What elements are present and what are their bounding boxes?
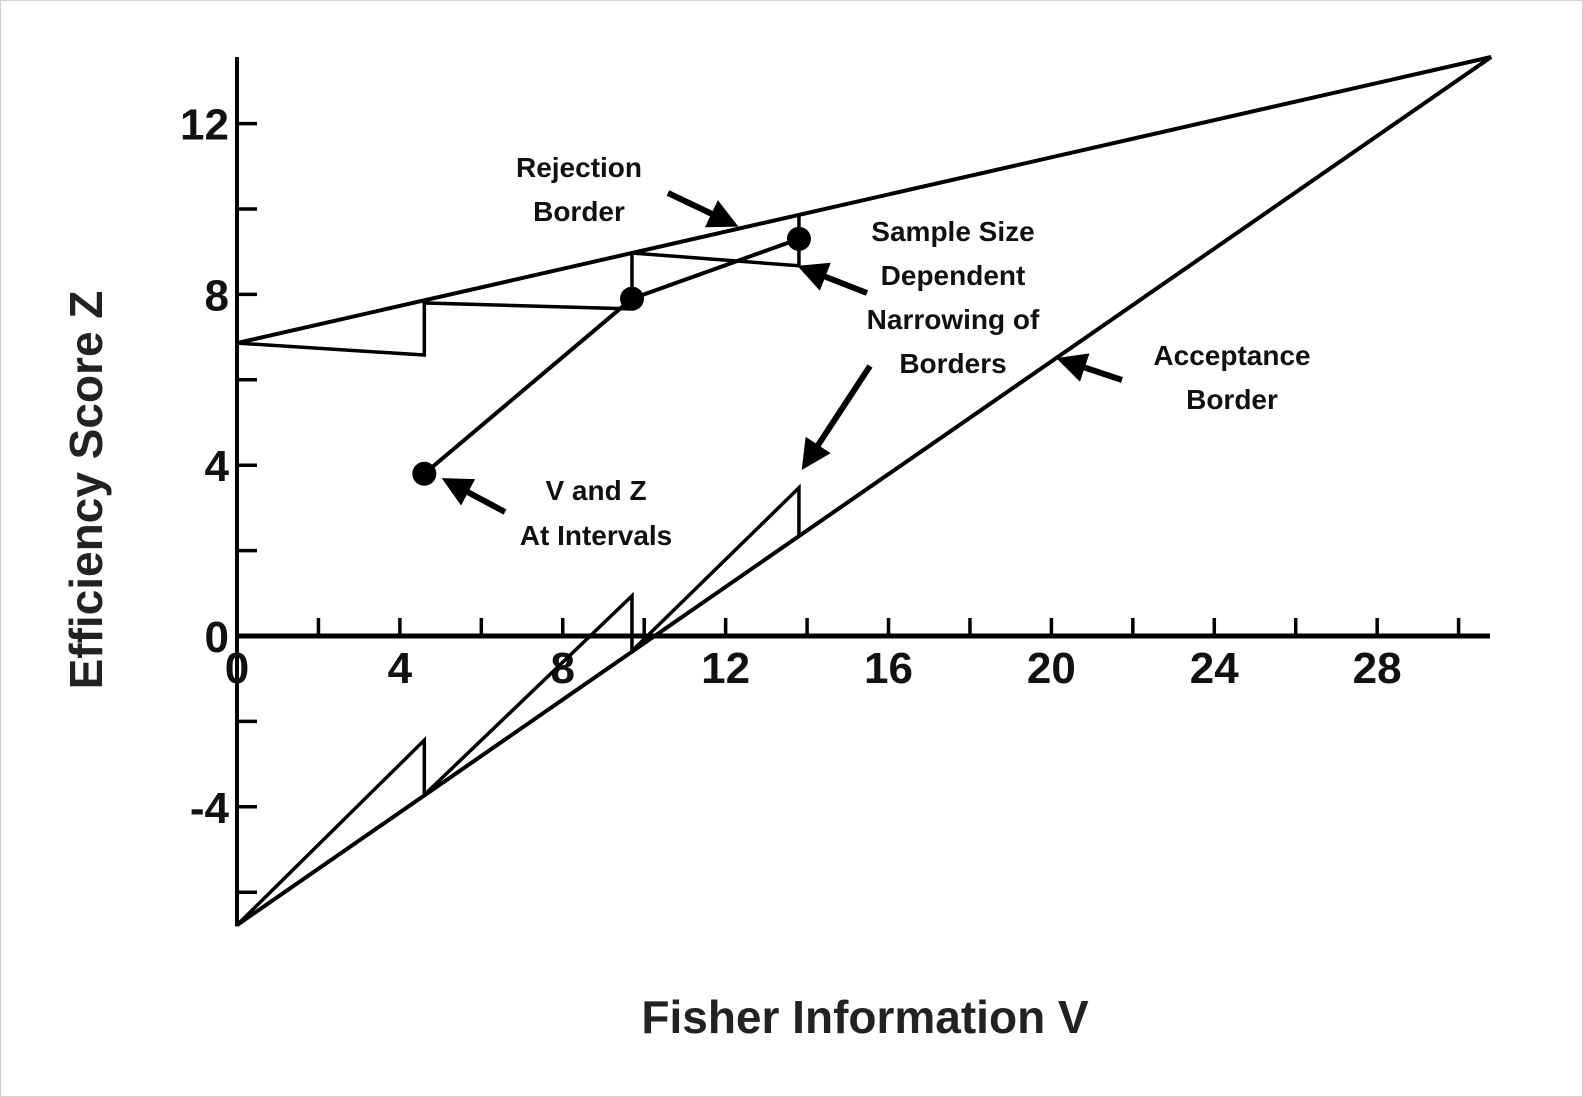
data-point bbox=[412, 461, 437, 486]
annotation-narrowing-text: Borders bbox=[899, 348, 1006, 379]
acceptance-narrowing-line bbox=[235, 483, 801, 927]
y-tick-label: 8 bbox=[205, 271, 229, 320]
x-tick-label: 16 bbox=[864, 644, 913, 693]
y-tick-label: 12 bbox=[180, 101, 229, 150]
annotation-acceptance-text: Border bbox=[1186, 384, 1278, 415]
annotation-narrowing-text: Sample Size bbox=[871, 216, 1034, 247]
annotation-acceptance-text: Acceptance bbox=[1153, 340, 1310, 371]
x-axis-title: Fisher Information V bbox=[641, 991, 1089, 1043]
arrow-icon bbox=[797, 262, 869, 296]
x-tick-label: 24 bbox=[1190, 644, 1239, 693]
y-tick-label: -4 bbox=[190, 784, 230, 833]
rejection-narrowing-line bbox=[236, 215, 801, 357]
x-tick-label: 12 bbox=[701, 644, 750, 693]
arrow-icon bbox=[666, 190, 739, 228]
y-tick-label: 0 bbox=[205, 613, 229, 662]
rejection-border-line bbox=[236, 55, 1492, 346]
x-tick-label: 4 bbox=[388, 644, 413, 693]
annotation-narrowing-text: Narrowing of bbox=[867, 304, 1040, 335]
x-tick-label: 0 bbox=[225, 644, 249, 693]
x-tick-label: 20 bbox=[1027, 644, 1076, 693]
annotation-narrowing-text: Dependent bbox=[881, 260, 1026, 291]
arrow-icon bbox=[1056, 353, 1123, 383]
y-tick-label: 4 bbox=[205, 442, 230, 491]
annotation-rejection-text: Rejection bbox=[516, 152, 642, 183]
arrow-icon bbox=[801, 364, 873, 471]
annotation-intervals-text: V and Z bbox=[545, 475, 646, 506]
annotation-intervals-text: At Intervals bbox=[520, 520, 673, 551]
annotation-rejection-text: Border bbox=[533, 196, 625, 227]
acceptance-border-line bbox=[235, 55, 1493, 927]
y-axis-title: Efficiency Score Z bbox=[60, 291, 112, 690]
interval-path-line bbox=[423, 237, 800, 476]
arrow-icon bbox=[441, 478, 507, 515]
x-tick-label: 28 bbox=[1353, 644, 1402, 693]
